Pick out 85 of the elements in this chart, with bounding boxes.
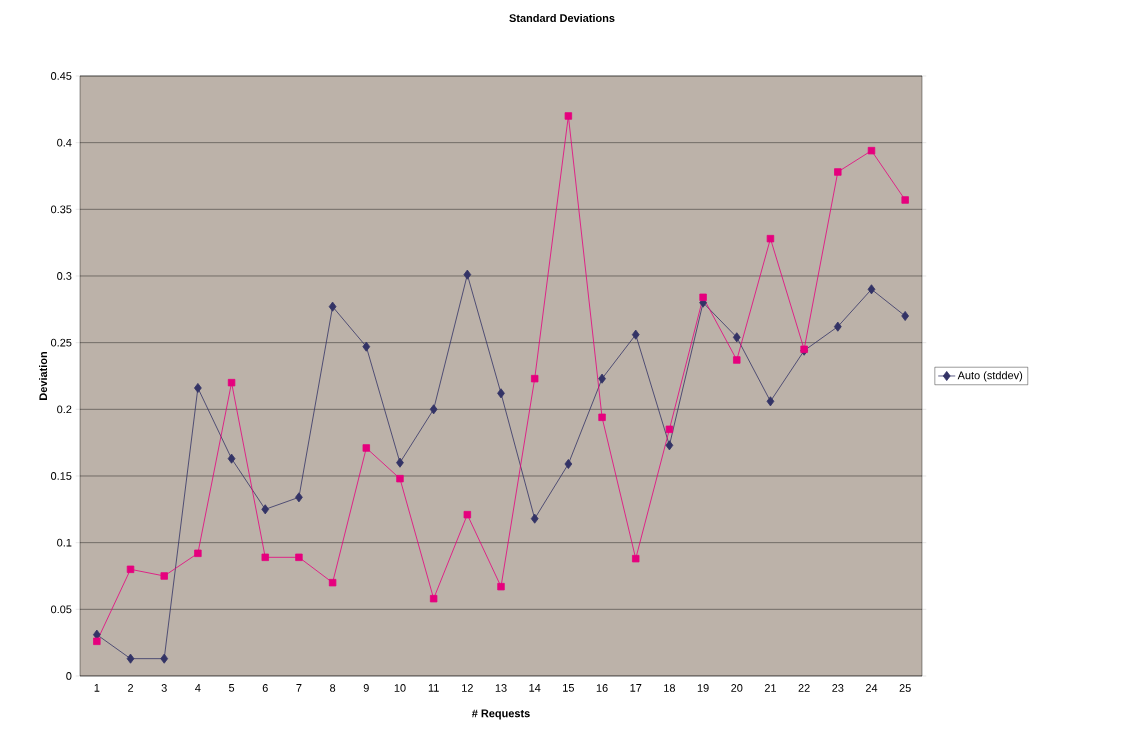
- legend-label: Auto (stddev): [957, 371, 1023, 382]
- chart-title: Standard Deviations: [509, 13, 615, 23]
- point: [867, 284, 876, 295]
- point: [261, 504, 270, 515]
- x-tick-label: 12: [462, 684, 473, 692]
- point: [901, 310, 910, 321]
- x-tick-label: 18: [664, 684, 676, 692]
- point: [733, 356, 741, 364]
- point: [362, 341, 371, 352]
- x-tick-label: 19: [697, 684, 709, 692]
- point: [564, 112, 573, 120]
- point: [901, 196, 909, 204]
- y-tick-label: 0: [66, 672, 72, 680]
- x-tick-label: 9: [363, 684, 369, 692]
- point: [194, 549, 202, 558]
- y-tick-label: 0.3: [57, 272, 72, 280]
- y-tick-label: 0.4: [57, 138, 72, 147]
- point: [126, 653, 135, 664]
- point: [665, 440, 674, 451]
- point: [530, 513, 539, 524]
- x-tick-label: 21: [764, 684, 777, 692]
- x-tick-label: 4: [195, 684, 201, 692]
- y-tick-label: 0.35: [51, 205, 72, 214]
- x-tick-label: 13: [495, 684, 507, 692]
- point: [564, 458, 573, 469]
- point: [396, 474, 404, 483]
- x-tick-label: 6: [262, 684, 268, 692]
- x-tick-label: 3: [161, 684, 167, 692]
- y-axis-title: Deviation: [39, 352, 48, 400]
- point: [194, 382, 202, 393]
- x-tick-label: 23: [832, 684, 844, 692]
- point: [530, 374, 539, 383]
- y-tick-label: 0.25: [51, 338, 72, 347]
- point: [463, 269, 472, 280]
- x-axis-title: # Requests: [471, 709, 530, 720]
- y-tick-label: 0.2: [57, 405, 72, 414]
- point: [463, 510, 472, 519]
- x-tick-label: 14: [529, 684, 541, 692]
- y-tick-label: 0.15: [51, 472, 72, 480]
- point: [160, 653, 169, 664]
- point: [732, 332, 741, 343]
- point: [160, 572, 168, 580]
- point: [598, 373, 606, 384]
- point: [295, 492, 303, 503]
- x-tick-label: 22: [798, 684, 810, 692]
- point: [126, 565, 135, 574]
- x-tick-label: 1: [94, 684, 100, 692]
- point: [631, 329, 640, 340]
- point: [429, 594, 438, 603]
- point: [261, 553, 269, 562]
- point: [328, 578, 337, 587]
- y-tick-label: 0.05: [51, 605, 72, 614]
- point: [328, 301, 337, 312]
- point: [632, 554, 640, 563]
- point: [766, 396, 775, 407]
- point: [867, 146, 876, 155]
- y-tick-label: 0.1: [57, 538, 72, 547]
- y-tick-label: 0.45: [51, 72, 72, 80]
- point: [833, 321, 842, 332]
- point: [295, 553, 303, 562]
- point: [497, 388, 505, 399]
- x-tick-label: 8: [330, 684, 336, 692]
- point: [834, 168, 842, 176]
- x-tick-label: 7: [296, 684, 302, 692]
- point: [598, 413, 606, 422]
- point: [396, 457, 404, 468]
- x-tick-label: 17: [630, 684, 642, 692]
- point: [497, 582, 505, 591]
- x-tick-label: 5: [228, 684, 235, 692]
- point: [766, 234, 775, 243]
- point: [429, 404, 438, 415]
- point: [227, 378, 236, 387]
- x-tick-label: 15: [563, 684, 574, 692]
- point: [362, 444, 370, 452]
- point: [699, 293, 707, 302]
- point: [665, 425, 674, 434]
- x-tick-label: 24: [865, 684, 878, 692]
- x-tick-label: 11: [428, 684, 439, 692]
- x-tick-label: 25: [899, 684, 911, 692]
- x-tick-label: 10: [394, 684, 406, 692]
- x-tick-label: 20: [731, 684, 743, 692]
- x-tick-label: 16: [596, 684, 608, 692]
- point: [227, 453, 236, 464]
- x-tick-label: 2: [128, 684, 134, 692]
- point: [93, 637, 101, 646]
